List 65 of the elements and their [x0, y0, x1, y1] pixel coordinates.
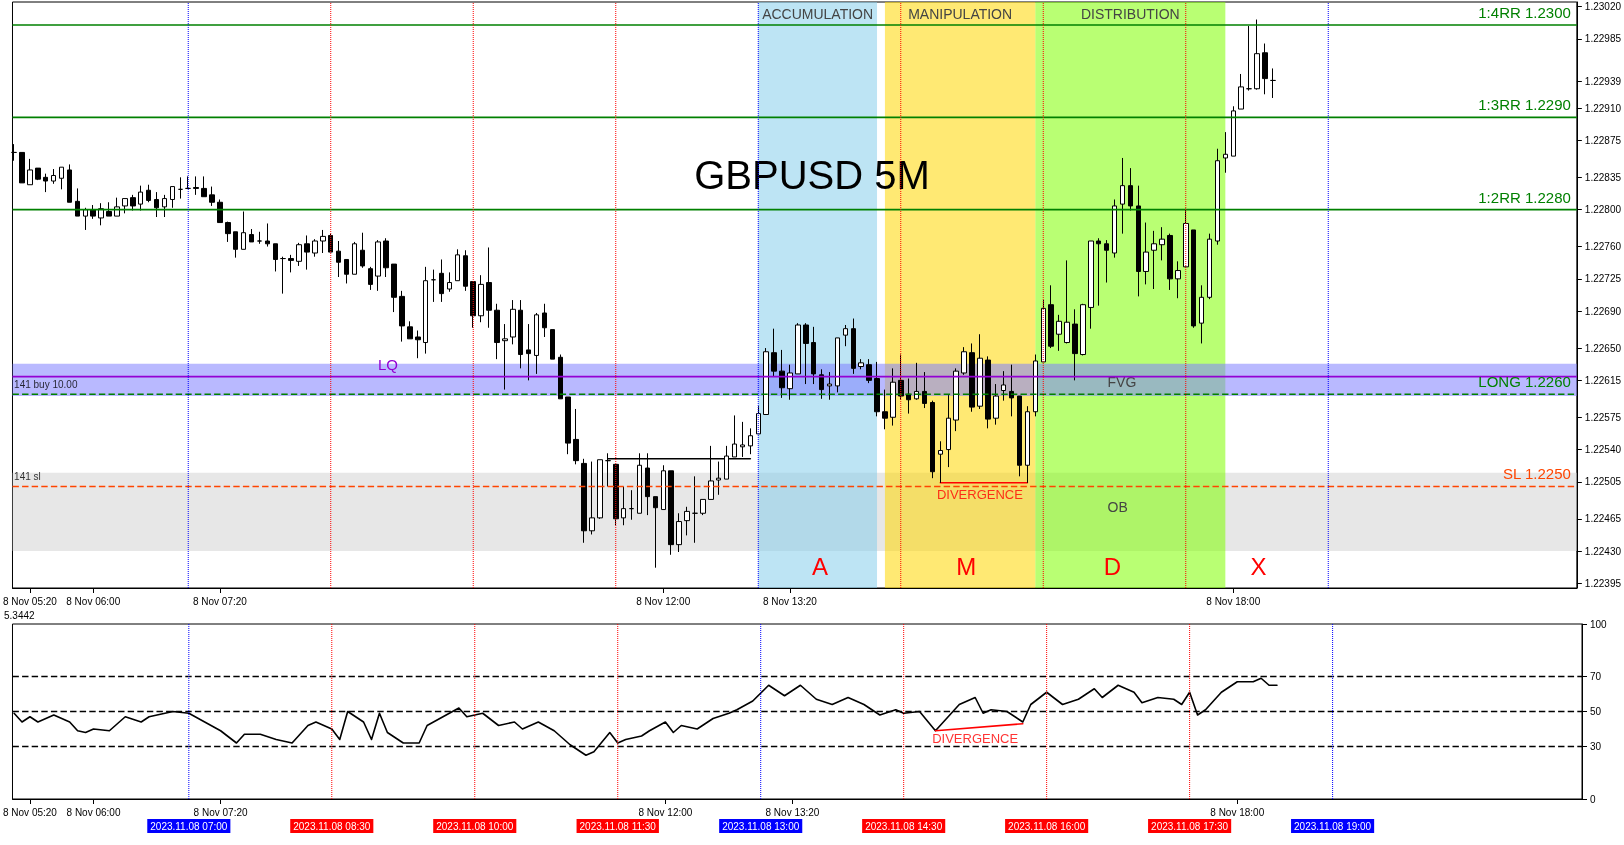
y-tick-label: 1.22985: [1584, 33, 1622, 45]
ref-line-label: 1:2RR 1.2280: [1478, 188, 1571, 206]
ref-line-label: 2023.11.08 13:00: [722, 820, 800, 832]
band-label: FVG: [1107, 374, 1137, 391]
ref-line-label: 1:3RR 1.2290: [1478, 96, 1571, 114]
x-tick-label: 8 Nov 06:00: [66, 595, 121, 607]
annotation: DIVERGENCE: [936, 486, 1024, 502]
y-tick-label: 1.22910: [1584, 102, 1622, 114]
ref-line-label: 2023.11.08 16:00: [1008, 820, 1086, 832]
y-tick-label: 1.22939: [1584, 75, 1622, 87]
annotation: X: [1250, 552, 1267, 580]
text: GBPUSD 5M: [694, 153, 930, 197]
ref-line-label: 2023.11.08 11:30: [579, 820, 657, 832]
x-tick-label: 8 Nov 12:00: [636, 595, 691, 607]
y-tick-label: 1.22875: [1584, 134, 1622, 146]
x-tick-label: 8 Nov 18:00: [1210, 806, 1265, 818]
ref-line-label: 2023.11.08 10:00: [436, 820, 514, 832]
y-tick-label: 100: [1590, 618, 1608, 630]
y-tick-label: 30: [1590, 741, 1602, 752]
y-tick-label: 1.22835: [1584, 171, 1622, 183]
x-tick-label: 8 Nov 12:00: [638, 806, 693, 818]
y-tick-label: 1.22690: [1584, 305, 1622, 317]
ref-line-label: SL 1.2250: [1503, 465, 1571, 483]
y-tick-label: 1.22430: [1584, 545, 1622, 557]
x-tick-label: 8 Nov 06:00: [66, 806, 121, 818]
y-tick-label: 1.22760: [1584, 241, 1622, 253]
y-tick-label: 50: [1590, 706, 1602, 717]
x-tick-label: 8 Nov 18:00: [1206, 595, 1261, 607]
x-tick-label: 8 Nov 07:20: [192, 595, 248, 607]
x-tick-label: 8 Nov 05:20: [2, 595, 58, 607]
y-tick-label: 1.22395: [1584, 577, 1622, 589]
y-tick-label: 1.23020: [1584, 1, 1622, 13]
ref-line-label: 2023.11.08 08:30: [293, 820, 371, 832]
y-tick-label: 70: [1590, 671, 1602, 682]
ref-line-label: 2023.11.08 19:00: [1294, 820, 1372, 832]
y-tick-label: 1.22800: [1584, 204, 1622, 216]
y-tick-label: 1.22615: [1584, 374, 1622, 386]
band-label: ACCUMULATION: [762, 6, 874, 22]
ref-line-label: 2023.11.08 07:00: [150, 820, 228, 832]
y-tick-label: 1.22575: [1584, 411, 1622, 423]
x-tick-label: 8 Nov 07:20: [193, 806, 248, 818]
ref-line-label: 1:4RR 1.2300: [1478, 4, 1571, 22]
band-label: MANIPULATION: [908, 6, 1013, 22]
band-label: DISTRIBUTION: [1080, 6, 1180, 22]
y-tick-label: 1.22505: [1584, 476, 1622, 488]
y-tick-label: 1.22725: [1584, 273, 1622, 285]
band-label: OB: [1107, 499, 1128, 516]
y-tick-label: 1.22650: [1584, 342, 1622, 354]
x-tick-label: 8 Nov 13:20: [765, 806, 820, 818]
annotation: 141 sl: [14, 470, 41, 482]
text: 5.3442: [4, 609, 36, 621]
annotation: M: [956, 552, 977, 580]
annotation: 141 buy 10.00: [14, 378, 78, 390]
y-tick-label: 1.22540: [1584, 444, 1622, 456]
ref-line-label: LQ: [377, 355, 398, 373]
ref-line-label: LONG 1.2260: [1478, 373, 1571, 391]
x-tick-label: 8 Nov 13:20: [762, 595, 818, 607]
ref-line-label: 2023.11.08 17:30: [1151, 820, 1229, 832]
x-tick-label: 8 Nov 05:20: [2, 806, 58, 818]
annotation: D: [1103, 552, 1122, 580]
annotation: DIVERGENCE: [932, 731, 1019, 747]
y-tick-label: 0: [1590, 793, 1596, 805]
ref-line-label: 2023.11.08 14:30: [865, 820, 943, 832]
y-tick-label: 1.22465: [1584, 513, 1622, 525]
annotation: A: [812, 552, 829, 580]
